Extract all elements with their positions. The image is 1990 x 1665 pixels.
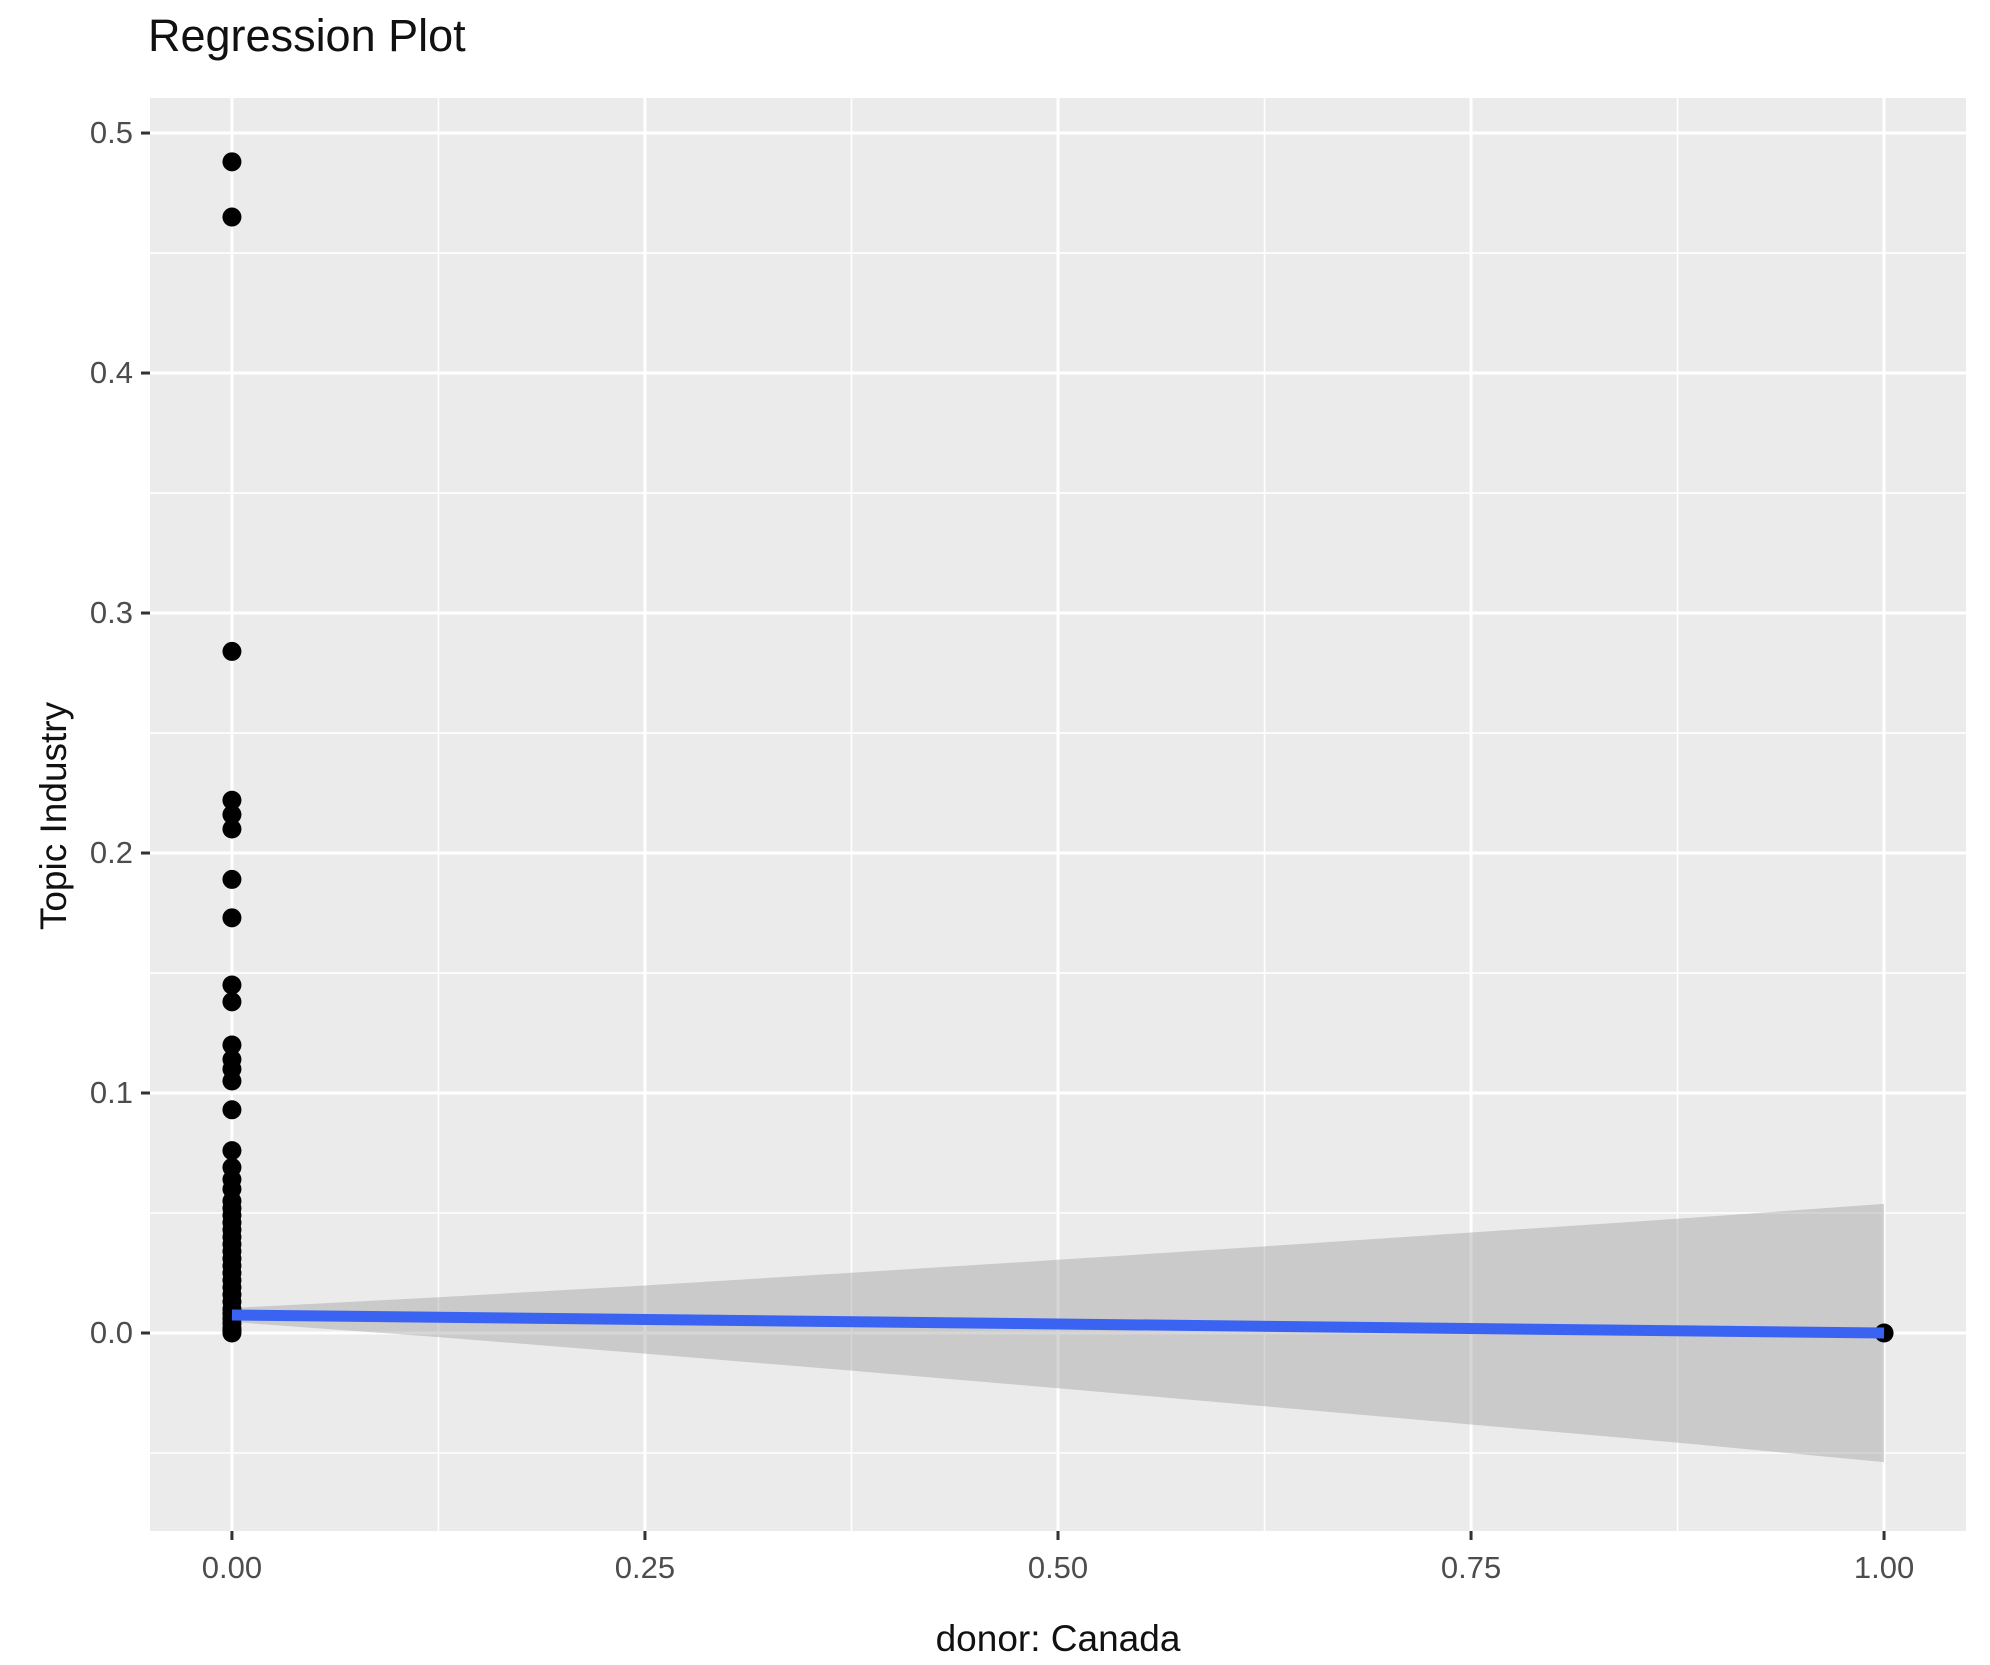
data-point bbox=[222, 790, 242, 810]
data-point bbox=[222, 975, 242, 995]
data-point bbox=[222, 207, 242, 227]
y-tick-label: 0.3 bbox=[89, 595, 133, 631]
data-point bbox=[222, 1323, 242, 1343]
y-axis-title: Topic Industry bbox=[33, 701, 74, 931]
data-point bbox=[222, 869, 242, 889]
x-tick-label: 1.00 bbox=[1853, 1550, 1915, 1585]
y-tick-label: 0.2 bbox=[89, 835, 133, 871]
y-tick-label: 0.4 bbox=[89, 355, 133, 391]
data-point bbox=[222, 908, 242, 928]
data-point bbox=[222, 1035, 242, 1055]
y-tick-label: 0.1 bbox=[89, 1075, 133, 1110]
data-point bbox=[222, 641, 242, 661]
y-tick-label: 0.5 bbox=[89, 115, 133, 151]
data-point bbox=[222, 1071, 242, 1091]
x-tick-label: 0.25 bbox=[614, 1550, 676, 1585]
data-point bbox=[222, 819, 242, 839]
x-tick-label: 0.00 bbox=[201, 1550, 263, 1585]
y-tick-label: 0.0 bbox=[89, 1315, 133, 1350]
data-point bbox=[222, 805, 242, 825]
confidence-band bbox=[231, 1203, 1885, 1463]
chart-title: Regression Plot bbox=[148, 10, 466, 61]
x-tick-label: 0.75 bbox=[1440, 1550, 1502, 1585]
regression-line bbox=[231, 1309, 1885, 1339]
x-tick-label: 0.50 bbox=[1027, 1550, 1089, 1585]
data-point bbox=[222, 152, 242, 172]
data-point bbox=[222, 1100, 242, 1120]
data-point bbox=[222, 1141, 242, 1161]
x-axis-title: donor: Canada bbox=[935, 1618, 1181, 1659]
data-point bbox=[222, 992, 242, 1012]
